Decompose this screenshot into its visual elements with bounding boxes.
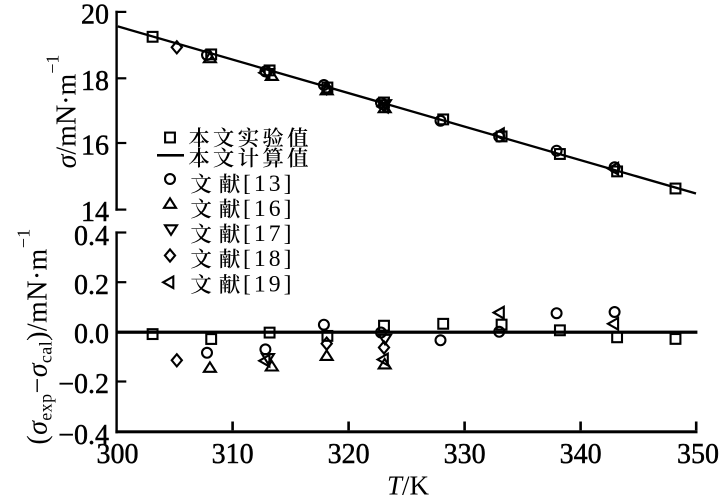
svg-text:[19]: [19] (243, 272, 295, 298)
svg-text:−0.2: −0.2 (58, 369, 109, 400)
svg-text:18: 18 (81, 66, 109, 97)
svg-text:0.4: 0.4 (74, 221, 109, 252)
svg-text:320: 320 (328, 439, 370, 470)
svg-text:[17]: [17] (243, 221, 295, 247)
svg-text:20: 20 (81, 0, 109, 30)
svg-text:[16]: [16] (243, 196, 295, 222)
svg-text:T/K: T/K (387, 471, 430, 500)
svg-text:[13]: [13] (243, 171, 295, 197)
svg-text:−0.4: −0.4 (58, 420, 109, 451)
svg-text:0.2: 0.2 (74, 270, 109, 301)
svg-text:310: 310 (212, 439, 254, 470)
svg-text:300: 300 (97, 439, 139, 470)
svg-text:330: 330 (444, 439, 486, 470)
svg-text:14: 14 (81, 197, 109, 228)
svg-text:[18]: [18] (243, 246, 295, 272)
svg-text:16: 16 (81, 131, 109, 162)
svg-text:0.0: 0.0 (74, 319, 109, 350)
svg-text:340: 340 (560, 439, 602, 470)
svg-text:350: 350 (677, 439, 719, 470)
